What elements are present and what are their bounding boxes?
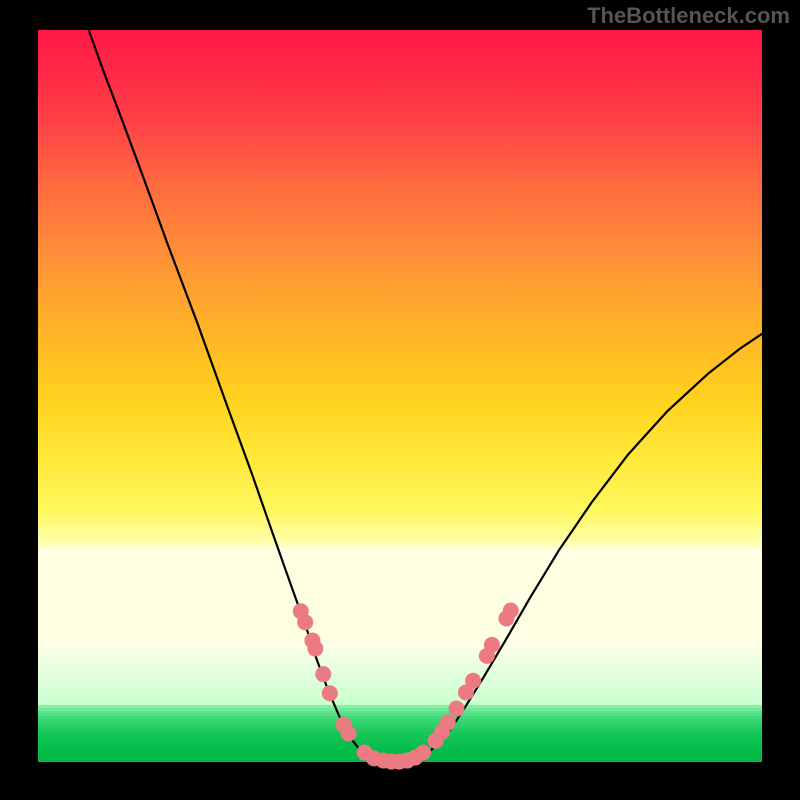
curve-marker xyxy=(307,641,323,657)
curve-marker xyxy=(448,701,464,717)
curve-marker xyxy=(440,714,456,730)
watermark-text: TheBottleneck.com xyxy=(587,3,790,29)
curve-marker xyxy=(503,602,519,618)
curve-marker xyxy=(322,685,338,701)
plot-area xyxy=(38,30,762,762)
bottleneck-curve xyxy=(89,30,762,762)
curve-marker xyxy=(484,637,500,653)
curve-marker xyxy=(315,666,331,682)
chart-root: TheBottleneck.com xyxy=(0,0,800,800)
curve-marker xyxy=(341,725,357,741)
curve-overlay xyxy=(38,30,762,762)
curve-marker xyxy=(297,614,313,630)
curve-marker xyxy=(415,744,431,760)
curve-marker xyxy=(465,673,481,689)
